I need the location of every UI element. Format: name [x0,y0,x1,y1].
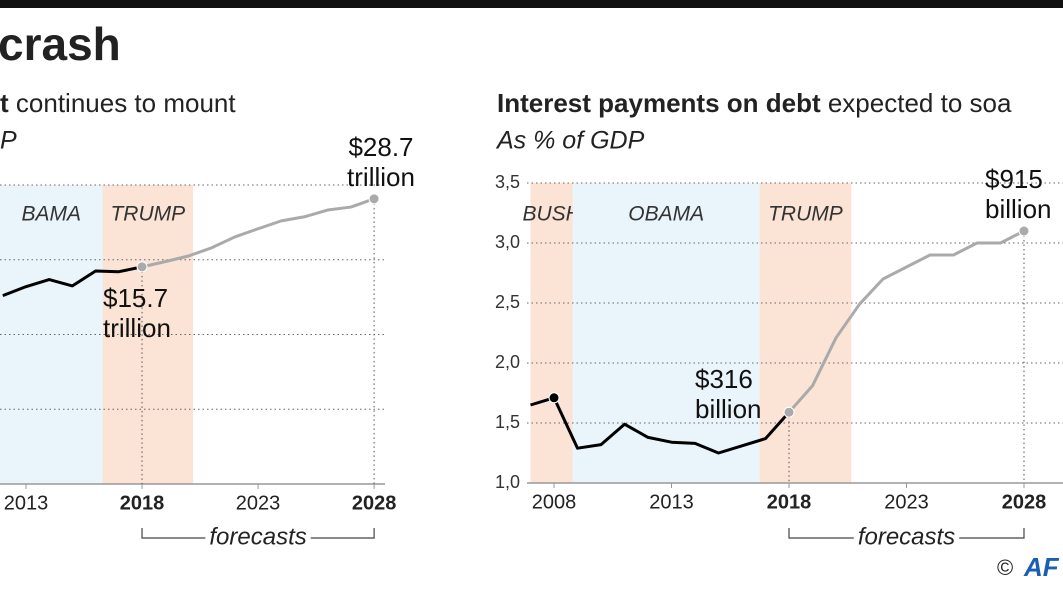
marker [548,392,560,404]
page-title: crash [0,18,121,70]
era-label: BAMA [22,203,82,226]
forecast-label: forecasts [209,523,306,550]
series-line [2,265,143,298]
logo: AF [1023,552,1060,582]
annotation: billion [695,394,762,424]
marker [368,193,380,205]
title-rest: continues to mount [9,88,237,118]
era-label: TRUMP [110,203,185,226]
era-label: OBAMA [628,203,704,226]
forecast-label: forecasts [858,523,955,550]
x-tick-label: 2018 [767,491,812,513]
annotation: billion [985,194,1052,224]
marker [1018,225,1030,237]
credit: © [997,555,1013,580]
title-bold: t [0,88,9,118]
era-label: BUSH [522,203,581,226]
x-tick-label: 2018 [120,492,165,514]
title-bold: Interest payments on debt [497,88,821,118]
annotation: $15.7 [103,283,168,313]
annotation: $915 [985,164,1043,194]
era-band [759,183,852,483]
y-tick-label: 1,0 [495,472,520,492]
top-bar [0,0,1063,8]
x-tick-label: 2013 [649,491,694,513]
annotation: trillion [103,313,171,343]
era-band [530,183,573,483]
era-band [0,185,103,484]
x-tick-label: 2023 [236,492,281,514]
annotation: $28.7 [348,132,413,162]
x-tick-label: 2028 [352,492,397,514]
annotation: trillion [347,162,415,192]
subtitle: P [0,127,17,155]
x-tick-label: 2013 [4,492,49,514]
title-rest: expected to soa [821,88,1012,118]
y-tick-label: 3,5 [495,172,520,192]
subtitle: As % of GDP [495,127,645,155]
y-tick-label: 1,5 [495,412,520,432]
era-label: TRUMP [768,203,843,226]
forecast-bracket [788,528,1025,539]
series-line [141,197,375,269]
chart-title: Interest payments on debt expected to so… [497,88,1012,118]
y-tick-label: 2,0 [495,352,520,372]
y-tick-label: 2,5 [495,292,520,312]
series-line [530,396,791,455]
forecast-bracket [141,528,375,539]
series-line [787,229,1025,414]
y-tick-label: 3,0 [495,232,520,252]
x-tick-label: 2023 [884,491,929,513]
era-band [572,183,760,483]
chart-title: t continues to mount [0,88,236,118]
marker [136,261,148,273]
x-tick-label: 2028 [1002,491,1047,513]
x-tick-label: 2008 [532,491,577,513]
marker [783,406,795,418]
annotation: $316 [695,364,753,394]
